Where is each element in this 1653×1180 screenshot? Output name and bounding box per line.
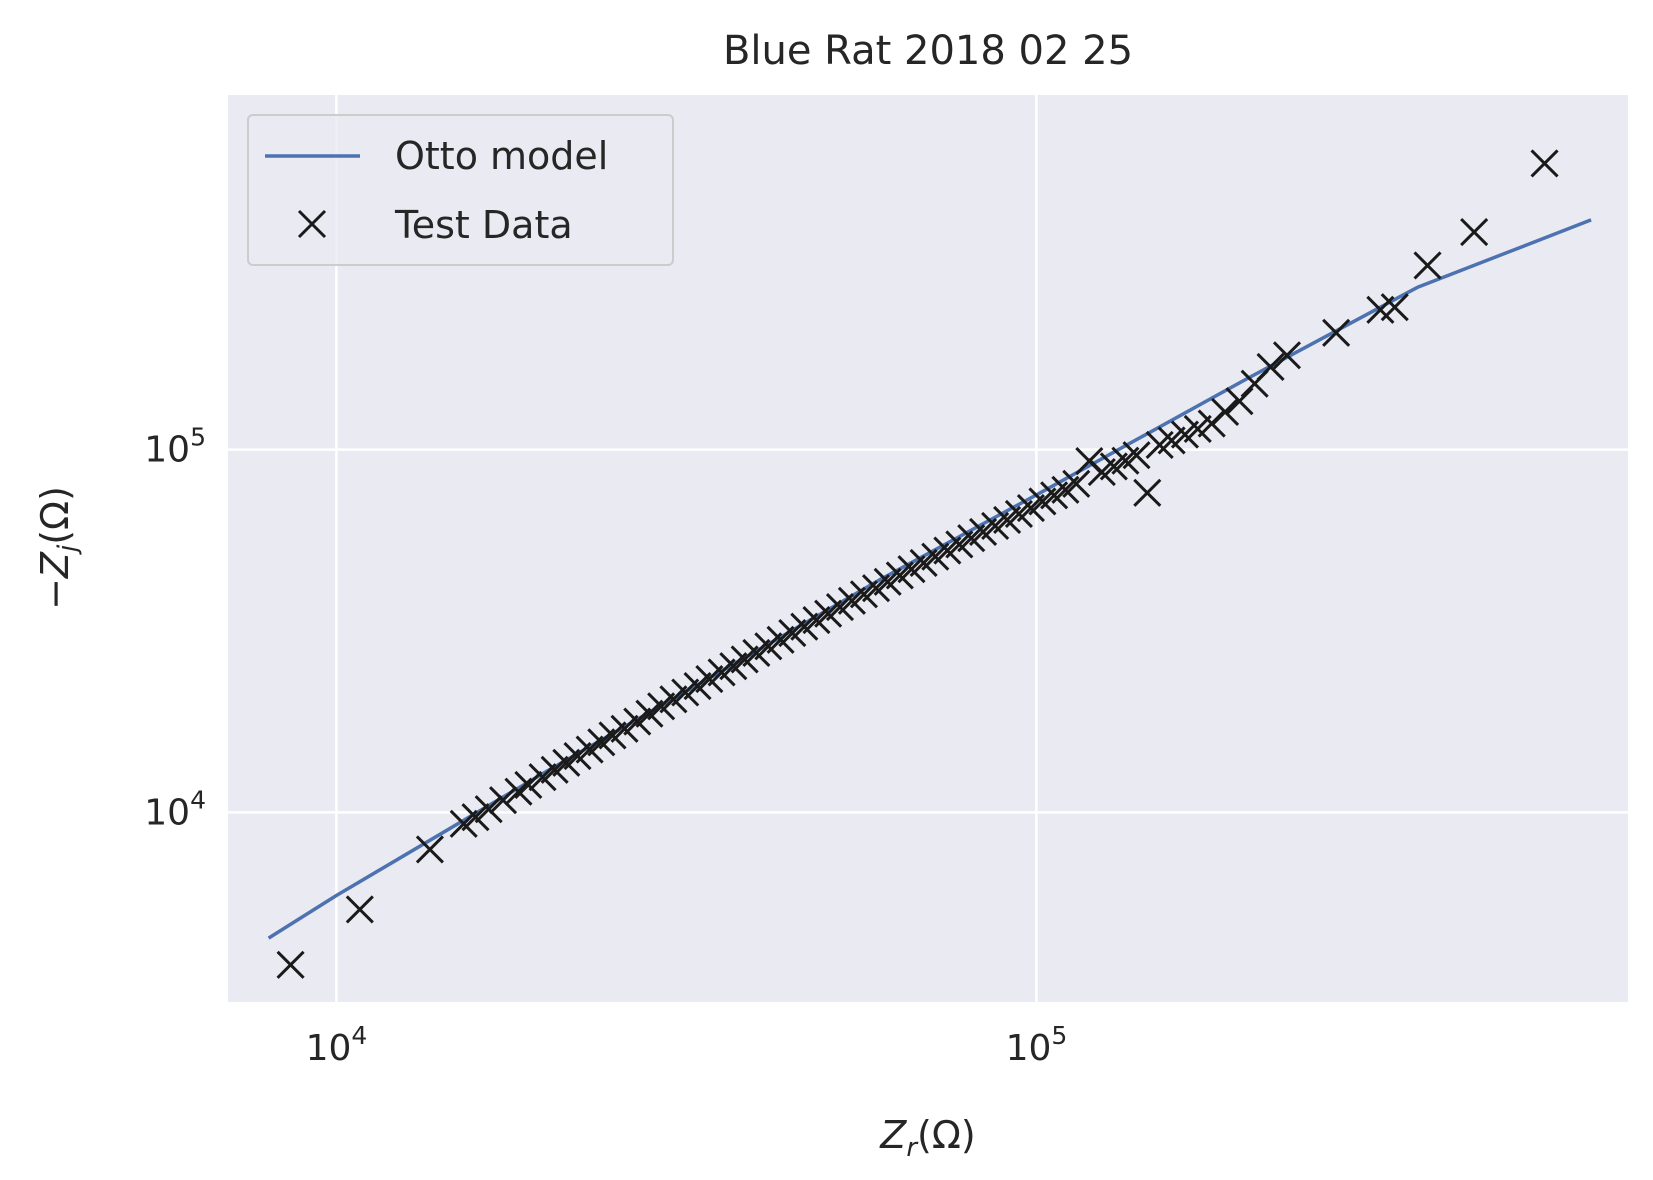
data-point bbox=[1380, 293, 1409, 322]
x-tick-label: 105 bbox=[1006, 1021, 1068, 1069]
x-axis-label: Zr(Ω) bbox=[879, 1113, 975, 1163]
data-point bbox=[345, 895, 374, 924]
data-point bbox=[1413, 251, 1442, 280]
data-point bbox=[610, 714, 639, 743]
y-tick-label: 104 bbox=[144, 785, 206, 833]
legend-frame bbox=[247, 114, 674, 266]
legend-label-model: Otto model bbox=[395, 134, 608, 178]
data-point bbox=[1122, 441, 1151, 470]
data-point bbox=[1272, 341, 1302, 370]
data-point bbox=[514, 770, 543, 800]
data-point bbox=[528, 763, 557, 792]
plot-area bbox=[267, 149, 1592, 979]
series-line-otto-model bbox=[267, 218, 1592, 940]
legend-label-data: Test Data bbox=[394, 203, 573, 247]
data-point bbox=[1133, 478, 1162, 507]
data-point bbox=[489, 786, 518, 815]
data-point bbox=[1460, 217, 1489, 247]
data-point bbox=[1225, 387, 1254, 416]
data-point bbox=[1256, 352, 1285, 382]
x-tick-label: 104 bbox=[306, 1021, 368, 1069]
legend-marker-icon bbox=[297, 209, 327, 239]
data-point bbox=[1062, 469, 1091, 498]
y-tick-label: 105 bbox=[144, 423, 206, 471]
data-point bbox=[1530, 149, 1559, 178]
data-point bbox=[474, 795, 503, 824]
y-axis-label: −Zj(Ω) bbox=[33, 486, 83, 610]
data-point bbox=[276, 950, 305, 979]
data-point bbox=[623, 707, 652, 736]
data-point bbox=[461, 803, 490, 832]
legend-marker-swatch bbox=[297, 209, 327, 239]
data-point bbox=[1322, 318, 1351, 347]
chart-title: Blue Rat 2018 02 25 bbox=[723, 28, 1133, 74]
data-point bbox=[415, 835, 444, 864]
legend: Otto model Test Data bbox=[247, 114, 674, 266]
data-point bbox=[1211, 397, 1240, 427]
tick-labels: 104 105 104 105 bbox=[144, 423, 1067, 1069]
